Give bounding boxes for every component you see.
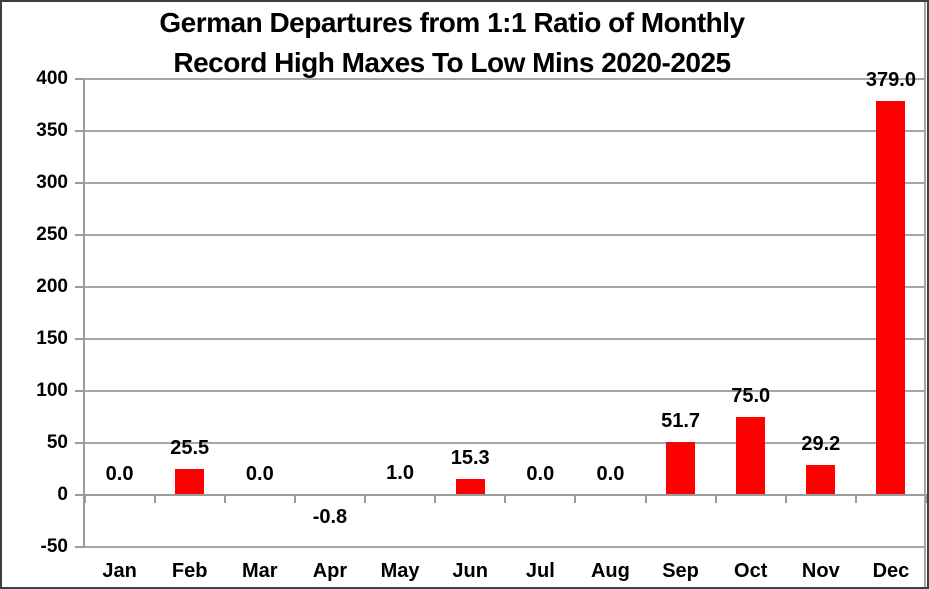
y-axis-label: 300 xyxy=(36,172,68,194)
y-gridline xyxy=(84,182,926,185)
y-axis-tick xyxy=(74,390,85,393)
x-axis-tick xyxy=(83,494,86,504)
y-axis-tick xyxy=(74,338,85,341)
bar-value-label: 1.0 xyxy=(386,462,414,485)
y-axis-label: 400 xyxy=(36,68,68,90)
x-axis-category-label: Oct xyxy=(734,560,768,582)
bar-value-label: 15.3 xyxy=(450,447,490,470)
y-axis-label: 100 xyxy=(36,380,68,402)
bar-value-label: 0.0 xyxy=(526,463,555,486)
y-gridline xyxy=(84,130,926,133)
bar-jun xyxy=(455,479,485,496)
x-axis-category-label: Aug xyxy=(590,560,630,582)
x-axis-category-label: Jul xyxy=(525,560,555,582)
y-axis-tick xyxy=(74,182,85,185)
x-axis-category-label: Sep xyxy=(662,560,699,582)
plot-right-border xyxy=(924,2,926,587)
x-axis-category-label: Apr xyxy=(312,560,348,582)
y-axis-tick xyxy=(74,130,85,133)
x-axis-tick xyxy=(153,494,156,504)
x-axis-tick xyxy=(364,494,366,504)
x-axis-tick xyxy=(434,494,437,504)
y-axis-tick xyxy=(74,494,85,497)
chart-title-line1: German Departures from 1:1 Ratio of Mont… xyxy=(159,7,745,38)
bar-value-label: 29.2 xyxy=(801,433,841,455)
bar-value-label: 51.7 xyxy=(661,409,701,432)
y-axis-label: 0 xyxy=(57,484,68,506)
chart-title: German Departures from 1:1 Ratio of Mont… xyxy=(12,3,892,83)
x-axis-tick xyxy=(574,494,577,504)
bar-value-label: 0.0 xyxy=(596,463,625,486)
x-axis-tick xyxy=(293,494,296,504)
y-gridline xyxy=(84,286,926,289)
y-axis-tick xyxy=(74,234,85,237)
bar-value-label: 0.0 xyxy=(105,463,134,486)
x-axis-tick xyxy=(504,494,507,504)
y-gridline xyxy=(84,338,926,341)
bar-value-label: 75.0 xyxy=(731,385,771,408)
bar-nov xyxy=(806,465,836,496)
y-axis-line xyxy=(83,78,85,549)
x-axis-tick xyxy=(784,494,787,504)
x-axis-tick xyxy=(854,494,857,504)
y-axis-label: 250 xyxy=(36,224,68,246)
chart-title-line2: Record High Maxes To Low Mins 2020-2025 xyxy=(173,47,731,78)
y-axis-tick xyxy=(74,546,85,549)
x-axis-category-label: May xyxy=(380,560,420,582)
bar-value-label: 0.0 xyxy=(245,463,274,486)
x-axis-tick xyxy=(925,494,927,504)
bar-value-label: 379.0 xyxy=(865,69,916,91)
y-axis-label: 150 xyxy=(36,328,68,350)
x-axis-category-label: Dec xyxy=(872,560,910,582)
x-axis-tick xyxy=(644,494,647,504)
y-axis-tick xyxy=(74,442,85,445)
x-axis-tick xyxy=(714,494,717,504)
y-axis-label: 350 xyxy=(36,120,68,142)
x-axis-category-label: Feb xyxy=(171,560,208,582)
bar-value-label: 25.5 xyxy=(170,436,210,459)
bar-dec xyxy=(876,101,906,496)
x-axis-category-label: Mar xyxy=(242,560,278,582)
y-axis-tick xyxy=(74,78,85,81)
bar-oct xyxy=(736,417,766,496)
y-gridline xyxy=(84,234,926,237)
y-gridline xyxy=(84,390,926,393)
bar-feb xyxy=(175,468,205,496)
y-gridline xyxy=(84,78,926,81)
y-axis-label: 50 xyxy=(46,432,68,454)
x-axis-tick xyxy=(223,494,226,504)
y-axis-tick xyxy=(74,286,85,289)
x-axis-category-label: Nov xyxy=(801,560,840,582)
y-gridline xyxy=(84,546,926,549)
y-gridline xyxy=(84,442,926,445)
y-axis-label: 200 xyxy=(36,276,68,298)
x-axis-category-label: Jan xyxy=(102,560,137,582)
bar-sep xyxy=(666,441,696,496)
bar-value-label: -0.8 xyxy=(312,506,348,529)
x-axis-category-label: Jun xyxy=(452,560,488,582)
y-axis-label: -50 xyxy=(40,536,68,558)
